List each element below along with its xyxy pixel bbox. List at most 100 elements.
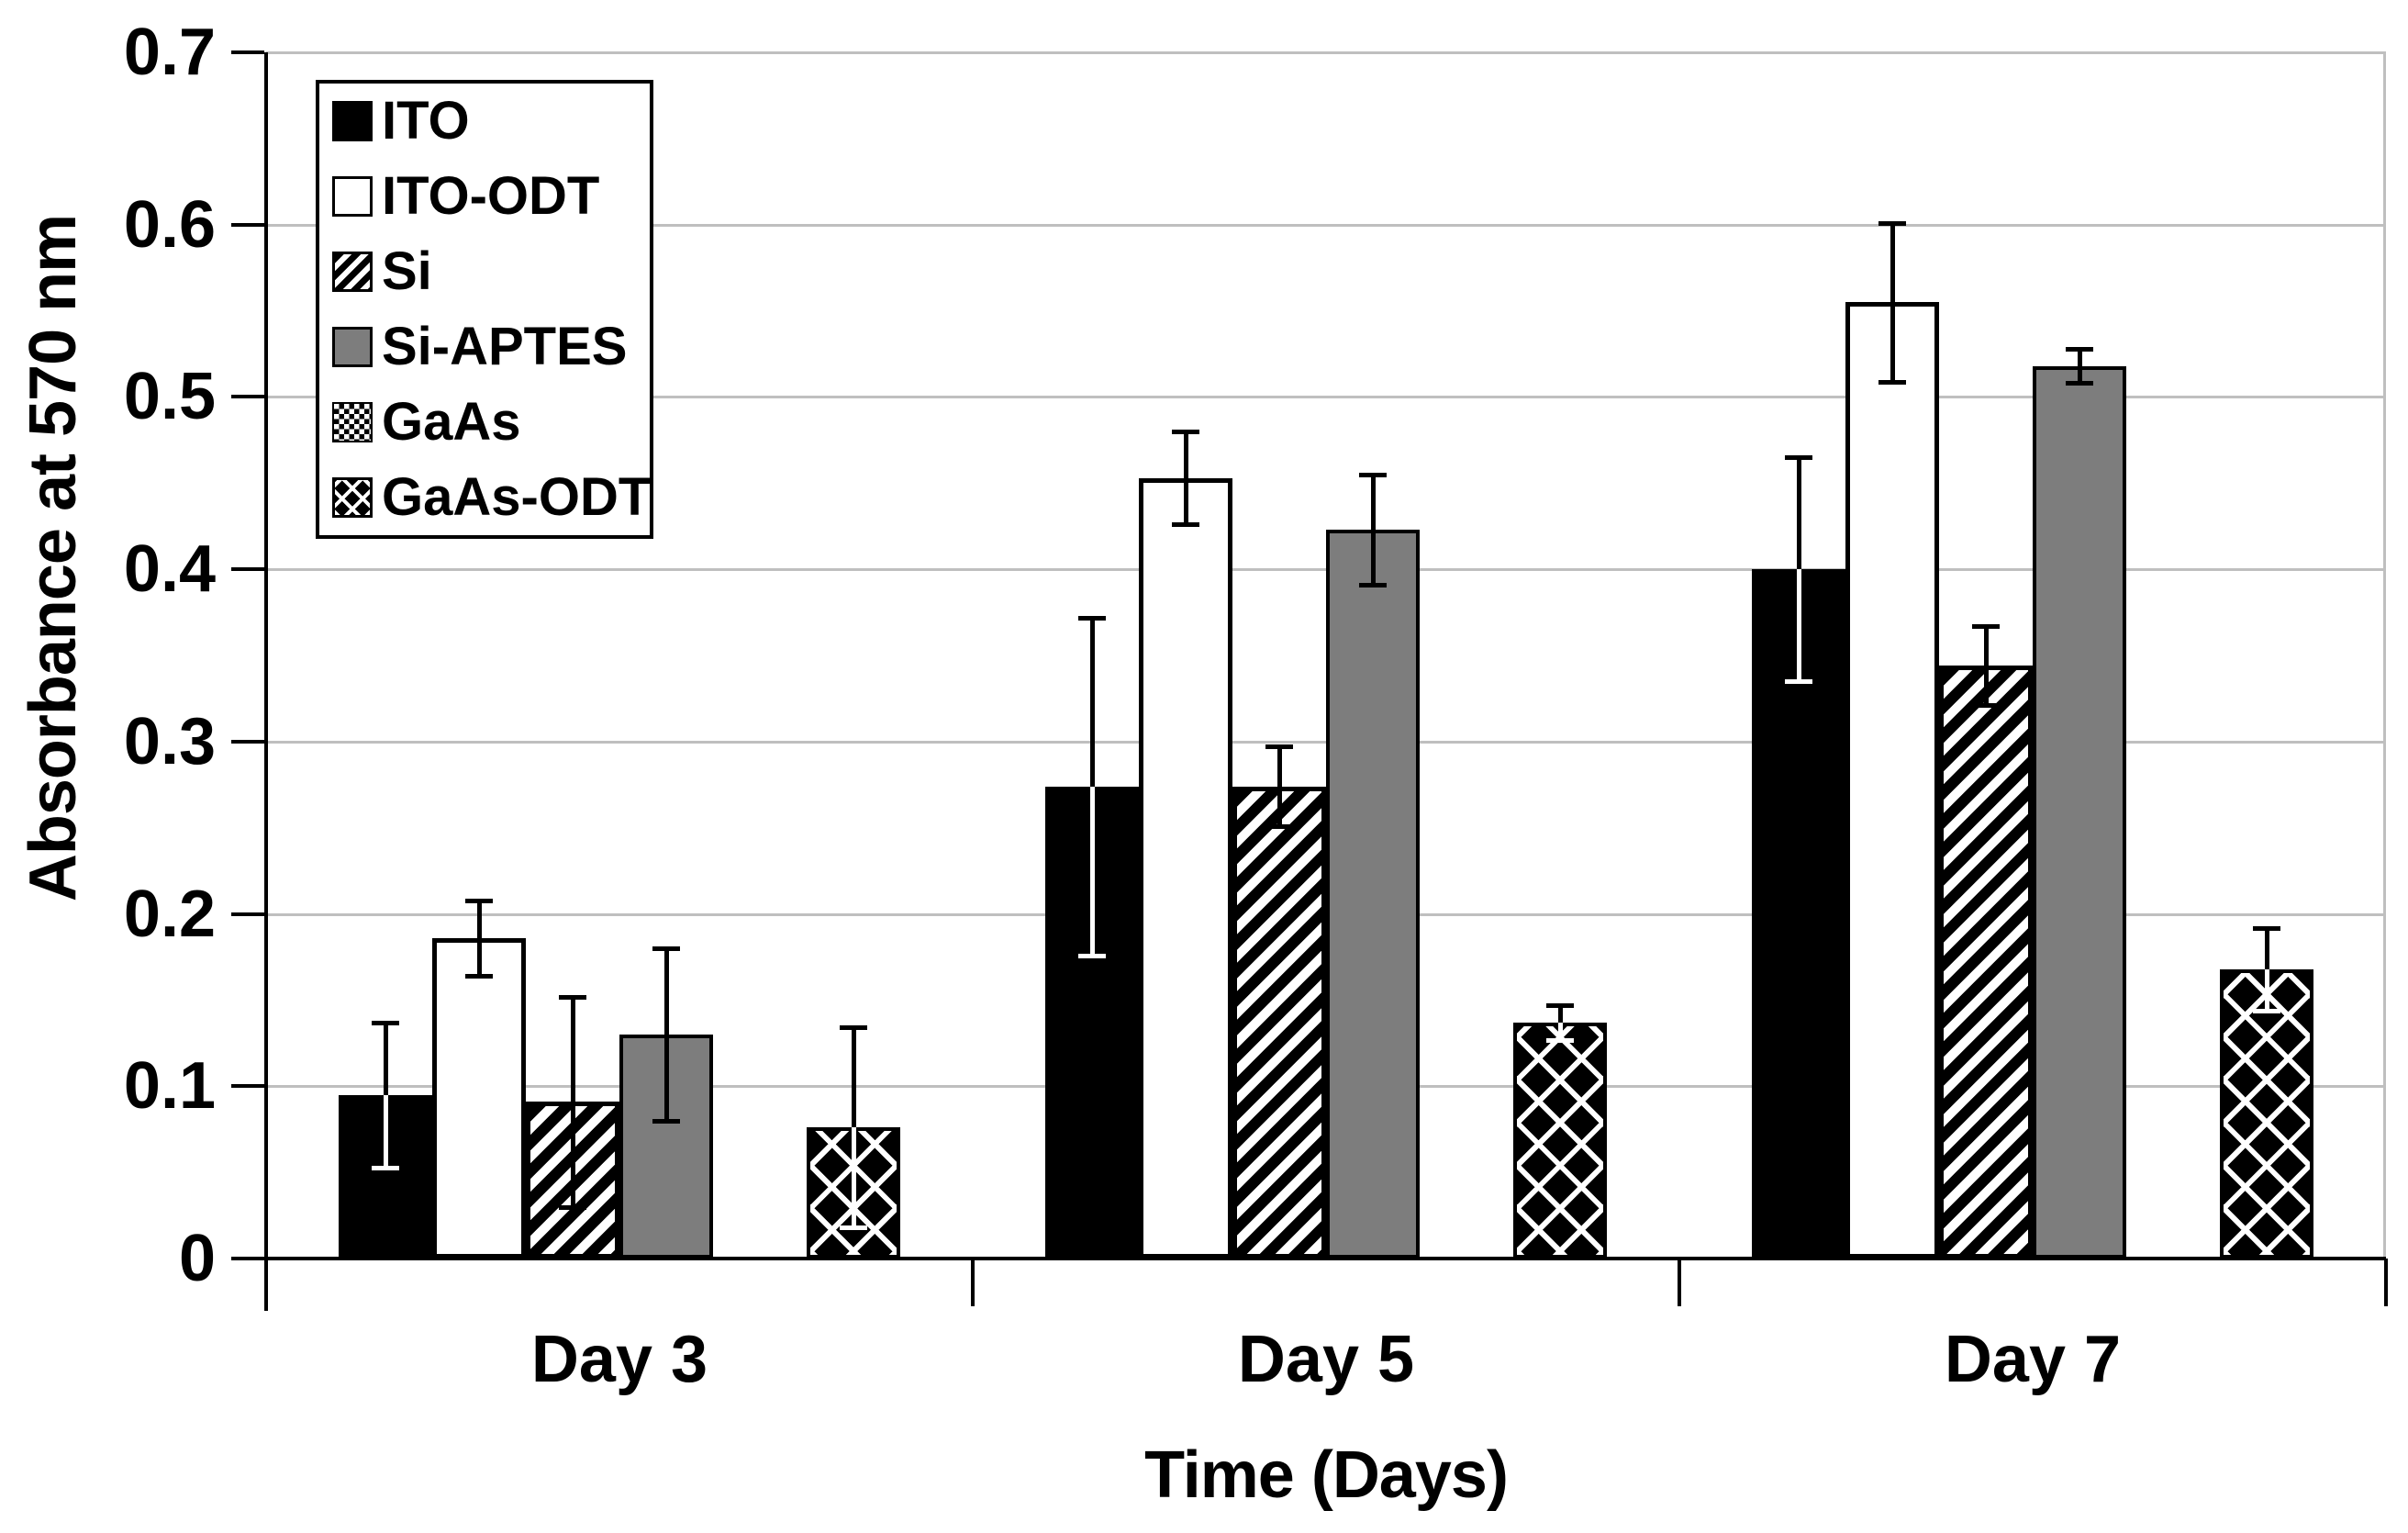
error-bar-lower: [2078, 365, 2082, 384]
y-tick: [231, 567, 264, 572]
bar-si-aptes-day-7: [2033, 365, 2126, 1259]
error-bar-cap: [2253, 925, 2280, 931]
x-tick: [1678, 1259, 1681, 1306]
y-tick: [231, 912, 264, 916]
error-bar-cap: [2253, 1008, 2280, 1013]
error-bar-cap: [840, 1025, 867, 1031]
error-bar-upper: [477, 900, 482, 938]
error-bar-lower: [664, 1034, 669, 1121]
legend-swatch-ito-odt: [332, 176, 373, 217]
y-tick-label: 0.6: [123, 187, 216, 262]
error-bar-upper: [1184, 431, 1188, 478]
y-tick: [231, 222, 264, 227]
error-bar-upper: [1371, 474, 1376, 530]
error-bar-lower: [384, 1094, 388, 1168]
legend-swatch-si-aptes: [332, 327, 373, 367]
error-bar-lower: [1090, 786, 1095, 956]
legend-swatch-gaas-odt: [332, 477, 373, 518]
error-bar-upper: [1797, 457, 1801, 570]
error-bar-cap: [1078, 953, 1106, 958]
error-bar-cap: [1078, 615, 1106, 621]
y-tick: [231, 1257, 264, 1260]
error-bar-upper: [384, 1022, 388, 1095]
legend-label: ITO-ODT: [382, 166, 600, 226]
y-tick: [231, 395, 264, 399]
error-bar-upper: [2078, 348, 2082, 366]
error-bar-cap: [1265, 744, 1293, 750]
error-bar-lower: [571, 1102, 575, 1207]
error-bar-upper: [1890, 222, 1895, 303]
error-bar-cap: [2066, 346, 2093, 352]
x-tick: [2384, 1259, 2388, 1306]
x-axis: [264, 1257, 2386, 1260]
gridline: [266, 223, 2386, 227]
y-tick-label: 0.5: [123, 360, 216, 434]
legend-label: GaAs: [382, 392, 521, 452]
error-bar-lower: [852, 1127, 856, 1228]
y-tick: [231, 739, 264, 744]
legend-label: GaAs-ODT: [382, 467, 652, 527]
y-tick: [231, 50, 264, 54]
legend-label: Si: [382, 241, 432, 301]
bar-ito-odt-day-3: [432, 937, 526, 1259]
error-bar-cap: [1359, 583, 1387, 588]
error-bar-lower: [1371, 529, 1376, 586]
bar-gaas-odt-day-5: [1513, 1022, 1607, 1259]
error-bar-upper: [571, 996, 575, 1102]
bar-si-day-5: [1232, 786, 1326, 1259]
x-category-label: Day 5: [1237, 1323, 1415, 1396]
error-bar-cap: [1972, 624, 2000, 630]
x-category-label: Day 3: [530, 1323, 708, 1396]
bar-gaas-odt-day-7: [2220, 968, 2313, 1259]
error-bar-cap: [1878, 379, 1906, 385]
plot-right-border: [2383, 52, 2386, 1259]
bar-si-day-7: [1939, 666, 2033, 1259]
error-bar-lower: [1797, 569, 1801, 682]
error-bar-cap: [652, 946, 680, 952]
error-bar-cap: [372, 1165, 399, 1170]
x-axis-title: Time (Days): [1144, 1438, 1509, 1512]
legend-swatch-si: [332, 252, 373, 292]
error-bar-cap: [652, 1118, 680, 1124]
legend-swatch-ito: [332, 101, 373, 141]
error-bar-cap: [1785, 679, 1812, 685]
error-bar-upper: [664, 948, 669, 1035]
legend-item-si: Si: [319, 234, 650, 309]
error-bar-lower: [477, 937, 482, 977]
bar-ito-day-7: [1752, 569, 1845, 1259]
error-bar-upper: [2265, 927, 2269, 969]
error-bar-lower: [2265, 968, 2269, 1011]
error-bar-lower: [1984, 666, 1989, 706]
error-bar-cap: [372, 1020, 399, 1025]
error-bar-upper: [1090, 617, 1095, 787]
error-bar-cap: [1878, 220, 1906, 226]
legend-item-si-aptes: Si-APTES: [319, 309, 650, 385]
error-bar-cap: [559, 994, 586, 1000]
error-bar-cap: [2066, 381, 2093, 386]
error-bar-cap: [840, 1225, 867, 1231]
y-tick-label: 0.3: [123, 704, 216, 778]
error-bar-upper: [1558, 1005, 1563, 1023]
gridline: [266, 396, 2386, 399]
legend-label: Si-APTES: [382, 317, 628, 376]
error-bar-upper: [1984, 626, 1989, 666]
x-tick: [971, 1259, 975, 1306]
y-tick: [231, 1084, 264, 1089]
error-bar-cap: [1359, 472, 1387, 477]
error-bar-cap: [465, 898, 493, 903]
bar-ito-odt-day-7: [1845, 302, 1939, 1259]
error-bar-cap: [1546, 1003, 1574, 1009]
error-bar-lower: [1558, 1022, 1563, 1040]
y-tick-label: 0.2: [123, 877, 216, 951]
legend-item-ito-odt: ITO-ODT: [319, 159, 650, 234]
legend-item-gaas-odt: GaAs-ODT: [319, 460, 652, 535]
error-bar-cap: [1265, 823, 1293, 829]
error-bar-upper: [1277, 746, 1282, 787]
legend-item-gaas: GaAs: [319, 385, 650, 460]
error-bar-cap: [1546, 1037, 1574, 1043]
error-bar-lower: [1277, 786, 1282, 826]
gridline: [266, 51, 2386, 54]
error-bar-cap: [1172, 522, 1199, 528]
legend: ITO ITO-ODT Si Si-APTES GaAs GaAs-ODT: [316, 80, 653, 539]
